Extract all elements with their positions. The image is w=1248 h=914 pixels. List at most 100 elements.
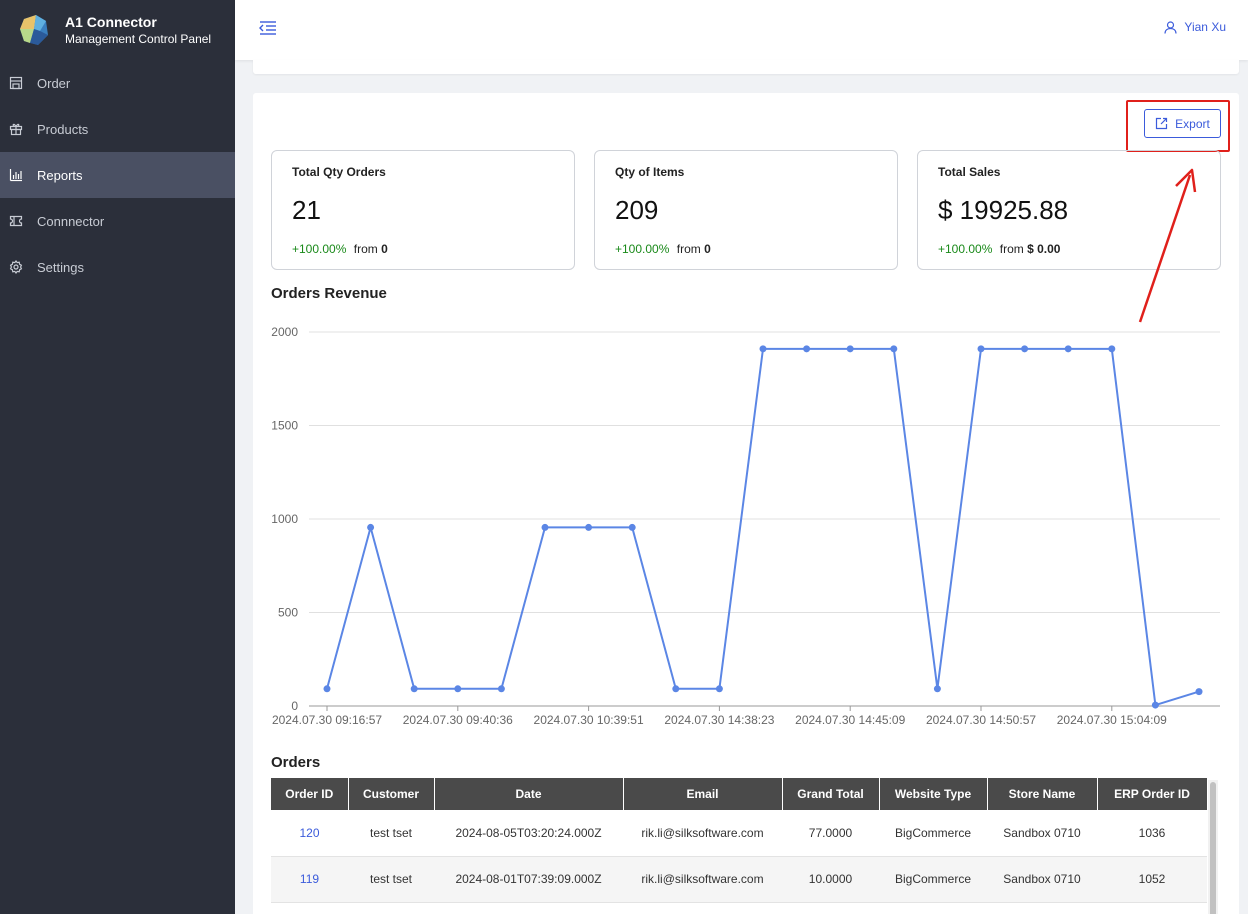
sidebar-item-products[interactable]: Products [0,106,235,152]
column-header[interactable]: Grand Total [782,778,880,810]
email-cell: rik.li@silksoftware.com [623,810,782,857]
card-from-value: 0 [704,242,711,256]
column-header[interactable]: Store Name [987,778,1098,810]
card-qty-of-items: Qty of Items 209 +100.00% from 0 [594,150,898,270]
export-button[interactable]: Export [1144,109,1221,138]
app-title: A1 Connector [65,14,157,30]
data-point [672,685,680,693]
data-point [410,685,418,693]
order-id-cell: 120 [271,810,348,857]
data-point [1021,345,1029,353]
store-name-cell: Sandbox 0710 [987,856,1097,903]
table-row: 120 test tset 2024-08-05T03:20:24.000Z r… [271,810,1207,857]
sidebar-item-reports[interactable]: Reports [0,152,235,198]
sidebar: A1 Connector Management Control Panel Or… [0,0,235,914]
export-icon [1156,117,1168,130]
card-change: +100.00% [292,242,347,256]
data-point [846,345,854,353]
column-header[interactable]: Order ID [271,778,349,810]
export-button-label: Export [1175,116,1210,131]
order-id-link[interactable]: 120 [299,825,320,840]
user-name: Yian Xu [1184,20,1226,34]
card-change: +100.00% [615,242,670,256]
card-value: $ 19925.88 [938,195,1069,225]
orders-title: Orders [271,754,321,771]
data-point [715,685,723,693]
sidebar-item-label: Order [37,75,71,91]
customer-cell: test tset [348,810,434,857]
scrollbar-thumb[interactable] [1210,782,1216,914]
date-cell: 2024-08-05T03:20:24.000Z [434,810,623,857]
column-header[interactable]: Customer [348,778,435,810]
store-icon [9,76,23,90]
y-tick-label: 0 [291,699,298,713]
x-tick-label: 2024.07.30 14:50:57 [926,713,1036,727]
table-scrollbar[interactable] [1208,780,1218,914]
y-tick-label: 2000 [271,325,298,339]
card-title: Qty of Items [615,165,685,179]
brand: A1 Connector Management Control Panel [0,0,235,60]
sidebar-item-settings[interactable]: Settings [0,244,235,290]
order-id-cell: 119 [271,856,348,903]
chart-title: Orders Revenue [271,285,387,302]
y-tick-label: 500 [278,606,298,620]
x-tick-label: 2024.07.30 15:04:09 [1057,713,1167,727]
sidebar-item-label: Reports [37,167,83,183]
y-tick-label: 1500 [271,419,298,433]
ticket-icon [9,214,23,228]
sidebar-item-connector[interactable]: Connnector [0,198,235,244]
data-point [1064,345,1072,353]
sidebar-item-order[interactable]: Order [0,60,235,106]
data-point [497,685,505,693]
card-value: 21 [292,195,321,225]
column-header[interactable]: Email [623,778,783,810]
column-header[interactable]: Date [434,778,624,810]
data-point [1108,345,1116,353]
grand-total-cell: 10.0000 [782,856,879,903]
sidebar-item-label: Settings [37,259,84,275]
erp-order-id-cell: 1036 [1097,810,1207,857]
user-icon [1164,20,1178,34]
revenue-series-line [326,347,1200,707]
table-row: 119 test tset 2024-08-01T07:39:09.000Z r… [271,856,1207,903]
data-point [1151,701,1159,709]
card-from-value: 0 [381,242,388,256]
bar-chart-icon [9,168,23,182]
column-header[interactable]: Website Type [879,778,988,810]
a1-logo-icon [20,15,48,45]
orders-revenue-chart: 0 500 1000 1500 2000 2024.07.30 09:16:57 2024.… [271,325,1220,727]
card-value: 209 [615,195,659,225]
data-point [890,345,898,353]
card-change: +100.00% [938,242,993,256]
card-total-qty-orders: Total Qty Orders 21 +100.00% from 0 [271,150,575,270]
sidebar-nav: Order Products Reports Connnector Settin… [0,60,235,290]
data-point [933,685,941,693]
menu-fold-icon[interactable] [259,20,277,36]
data-point [454,685,462,693]
data-point [977,345,985,353]
annotation-highlight-box [1126,100,1230,152]
report-panel: Export Total Qty Orders 21 +100.00% from… [253,93,1239,914]
column-header[interactable]: ERP Order ID [1097,778,1208,810]
summary-cards: Total Qty Orders 21 +100.00% from 0 Qty … [271,150,1221,270]
data-point [585,523,593,531]
card-from-label: from [676,242,701,256]
card-title: Total Sales [938,165,1001,179]
card-footer: +100.00% from $ 0.00 [938,242,1200,256]
x-tick-label: 2024.07.30 14:38:23 [664,713,774,727]
data-point [803,345,811,353]
customer-cell: test tset [348,856,434,903]
data-point [323,685,331,693]
card-footer: +100.00% from 0 [615,242,877,256]
website-type-cell: BigCommerce [879,856,987,903]
table-header-row: Order ID Customer Date Email Grand Total… [271,778,1208,810]
store-name-cell: Sandbox 0710 [987,810,1097,857]
data-point [367,523,375,531]
card-footer: +100.00% from 0 [292,242,554,256]
card-title: Total Qty Orders [292,165,386,179]
x-tick-label: 2024.07.30 09:16:57 [272,713,382,727]
card-from-label: from [999,242,1024,256]
email-cell: rik.li@silksoftware.com [623,856,782,903]
order-id-link[interactable]: 119 [299,872,320,886]
user-menu[interactable]: Yian Xu [1164,20,1226,34]
